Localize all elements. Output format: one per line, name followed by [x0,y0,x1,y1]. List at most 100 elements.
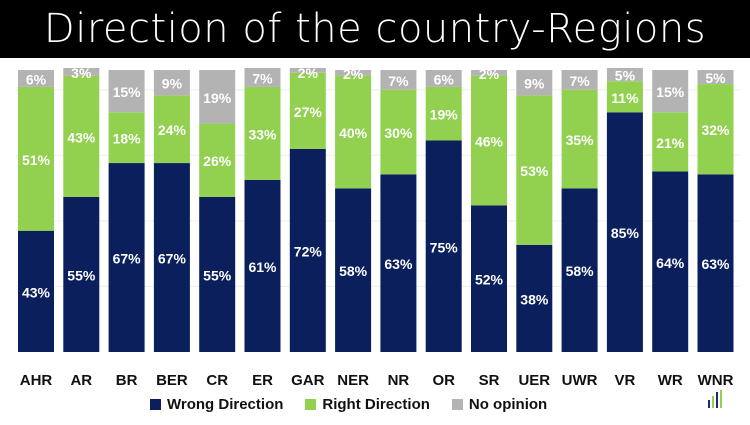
bar-segment-no-opinion [199,70,236,124]
bar-segment-right-direction [63,75,100,197]
data-label: 2% [479,66,500,82]
bar-segment-wrong-direction [18,230,54,352]
bar-segment-right-direction [244,86,281,180]
data-label: 19% [430,107,459,123]
bar-segment-right-direction [425,86,462,141]
bar-segment-no-opinion [561,70,598,90]
bar-segment-no-opinion [289,68,326,73]
bar-segment-wrong-direction [380,174,417,352]
data-label: 27% [294,104,323,120]
bar-segment-no-opinion [335,70,372,76]
data-label: 11% [611,90,639,106]
data-label: 43% [22,284,51,300]
x-tick-label: WNR [698,372,734,389]
data-label: 75% [430,239,459,255]
data-label: 2% [298,65,319,81]
data-label: 7% [252,70,273,86]
data-label: 43% [67,129,96,145]
data-label: 9% [162,76,183,92]
data-label: 63% [384,256,413,272]
data-label: 52% [475,272,504,288]
bar-segment-wrong-direction [199,196,236,352]
data-label: 33% [248,126,277,142]
x-tick-label: SR [479,372,500,389]
data-label: 18% [113,131,142,147]
x-tick-label: UWR [562,372,598,389]
logo-icon [708,390,722,408]
data-label: 58% [339,263,368,279]
data-label: 5% [705,70,726,86]
data-label: 15% [113,84,142,100]
data-label: 38% [520,291,549,307]
data-label: 67% [158,251,187,267]
data-label: 63% [701,256,730,272]
bar-segment-wrong-direction [471,205,507,352]
x-tick-label: OR [432,372,455,389]
data-label: 5% [615,68,636,84]
bar-segment-wrong-direction [289,148,326,352]
bar-segment-right-direction [471,75,507,206]
data-label: 55% [203,267,232,283]
data-label: 6% [434,71,455,87]
x-tick-label: AHR [20,372,53,389]
x-tick-label: BER [156,372,188,389]
data-label: 9% [524,76,545,92]
x-tick-label: AR [70,372,92,389]
data-label: 64% [656,255,685,271]
bar-segment-right-direction [289,72,326,149]
x-tick-label: NR [388,372,410,389]
bar-segment-no-opinion [63,68,100,76]
bar-segment-right-direction [697,84,734,175]
bar-segment-wrong-direction [63,196,100,352]
data-label: 19% [203,90,232,106]
bar-segment-right-direction [516,95,553,245]
chart-title: Direction of the country-Regions [0,0,750,58]
data-label: 61% [248,259,277,275]
data-label: 7% [388,73,409,89]
legend-item-wrong: Wrong Direction [150,396,283,413]
data-label: 2% [343,66,364,82]
bar-segment-right-direction [606,81,643,113]
bar-segment-no-opinion [153,70,190,96]
bar-segment-right-direction [652,112,689,172]
bar-segment-no-opinion [516,70,553,96]
x-tick-label: WR [658,372,683,389]
bar-segment-right-direction [561,89,598,189]
data-label: 72% [294,243,323,259]
data-label: 35% [566,132,595,148]
x-tick-label: CR [206,372,228,389]
bar-segment-right-direction [18,86,54,231]
bar-segment-wrong-direction [516,244,553,352]
data-label: 26% [203,153,232,169]
x-tick-label: UER [518,372,550,389]
data-label: 32% [701,122,730,138]
legend-swatch [451,399,463,410]
data-label: 3% [71,65,92,81]
data-label: 21% [656,135,685,151]
bar-segment-wrong-direction [425,140,462,352]
legend-label: Right Direction [322,396,430,413]
bar-segment-wrong-direction [244,179,281,352]
data-label: 15% [656,84,685,100]
bar-segment-right-direction [335,75,372,189]
data-label: 85% [611,225,640,241]
bar-segment-wrong-direction [108,163,145,352]
legend: Wrong Direction Right Direction No opini… [150,396,547,413]
legend-item-right: Right Direction [305,396,430,413]
bar-segment-wrong-direction [561,188,598,352]
legend-item-none: No opinion [451,396,547,413]
x-tick-label: VR [614,372,635,389]
data-label: 53% [520,163,549,179]
bar-segment-no-opinion [652,70,689,113]
bar-segment-wrong-direction [335,188,372,352]
bar-segment-no-opinion [606,68,643,82]
data-label: 24% [158,122,187,138]
bar-segment-no-opinion [697,70,734,85]
data-label: 67% [113,251,142,267]
legend-swatch [150,399,161,410]
data-label: 58% [566,263,595,279]
bar-segment-right-direction [153,95,190,164]
bar-segment-no-opinion [244,68,281,87]
bar-segment-wrong-direction [606,112,643,352]
